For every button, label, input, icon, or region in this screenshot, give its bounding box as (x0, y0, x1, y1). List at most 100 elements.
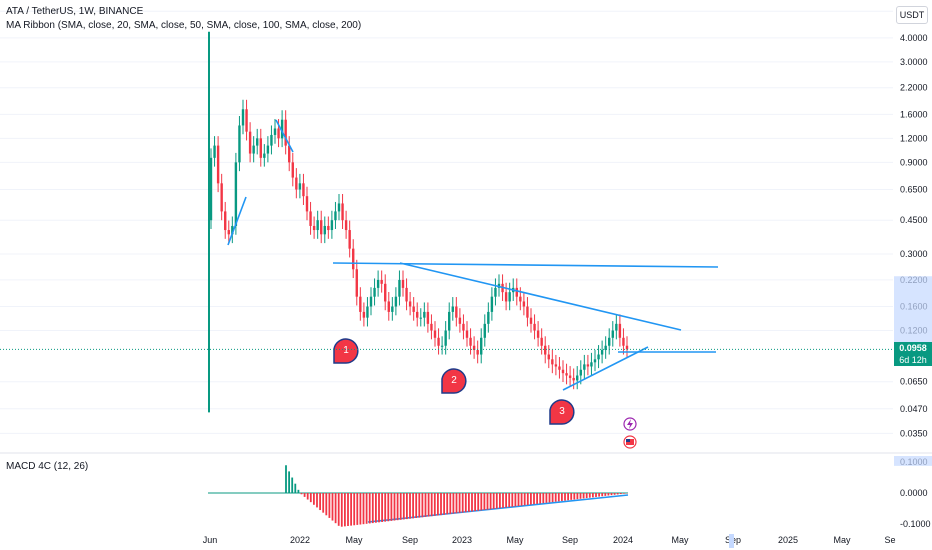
macd-bar (412, 493, 414, 519)
time-tick-label: 2022 (290, 535, 310, 545)
candle-body (270, 134, 273, 146)
time-axis[interactable]: Jun2022MaySep2023MaySep2024MaySep2025May… (203, 535, 896, 545)
macd-bar (344, 493, 346, 527)
macd-bar (464, 493, 467, 513)
macd-bar (499, 493, 501, 509)
macd-bar (381, 493, 383, 522)
trendlines[interactable] (227, 119, 719, 523)
price-tick-label: 0.0350 (900, 428, 928, 438)
candle-body (238, 125, 241, 163)
macd-bar (483, 493, 486, 511)
wave-number: 3 (559, 406, 565, 417)
flag-canton (626, 439, 630, 442)
candle-body (398, 279, 401, 297)
macd-bar (347, 493, 349, 526)
macd-bar (561, 493, 563, 501)
price-tick-label: 0.0470 (900, 404, 928, 414)
candle-body (480, 337, 483, 355)
trendline (562, 346, 649, 391)
macd-bar (523, 493, 526, 506)
candle-body (352, 248, 355, 270)
macd-tick-label: -0.1000 (900, 519, 931, 529)
candle-body (348, 230, 351, 249)
candle-body (476, 350, 479, 355)
candle-body (625, 345, 629, 350)
wave-bubbles: 1 2 3 (333, 338, 575, 425)
time-tick-label: Jun (203, 535, 218, 545)
macd-bar (468, 493, 470, 512)
candle-body (533, 323, 536, 331)
macd-bar (585, 493, 588, 499)
candle-body (323, 225, 326, 235)
candle-body (536, 330, 540, 338)
candle-body (330, 220, 334, 231)
macd-bar (610, 493, 613, 496)
macd-bar (319, 493, 321, 511)
candle-body (618, 323, 622, 338)
macd-bar (362, 493, 365, 525)
candle-body (373, 287, 376, 297)
candle-body (369, 296, 373, 307)
macd-legend[interactable]: MACD 4C (12, 26) (6, 461, 89, 472)
candle-body (451, 306, 454, 312)
candle-body (405, 287, 408, 302)
time-tick-label: Se (884, 535, 895, 545)
candle-body (341, 203, 344, 221)
candle-body (472, 345, 476, 351)
candle-body (227, 230, 230, 235)
macd-bar (313, 493, 315, 505)
candle-body (366, 306, 369, 318)
candle-body (608, 337, 611, 346)
candle-body (245, 109, 248, 132)
candle-body (583, 364, 586, 370)
candle-body (462, 323, 465, 331)
macd-bar (334, 493, 337, 524)
trendline (399, 262, 682, 331)
candle-body (519, 296, 522, 302)
macd-bar (545, 493, 548, 503)
candle-body (483, 323, 486, 338)
macd-bar (340, 493, 343, 527)
currency-button[interactable]: USDT (896, 6, 928, 24)
candle-body (622, 337, 625, 346)
macd-bar (573, 493, 576, 500)
macd-bar (461, 493, 464, 513)
macd-bar (489, 493, 492, 510)
macd-bar (548, 493, 551, 503)
candle-body (298, 183, 302, 190)
macd-bar (533, 493, 535, 505)
candle-body (316, 220, 319, 231)
candle-body (334, 211, 337, 221)
candle-body (234, 162, 238, 226)
macd-bar (517, 493, 520, 507)
macd-bar (508, 493, 511, 508)
macd-bar (421, 493, 424, 518)
candle-body (408, 301, 412, 307)
chart-title[interactable]: ATA / TetherUS, 1W, BINANCE (6, 6, 144, 17)
macd-bar (409, 493, 411, 519)
macd-bar (325, 493, 328, 516)
time-tick-label: 2024 (613, 535, 633, 545)
price-tick-label: 3.0000 (900, 57, 928, 67)
price-axis[interactable]: 5.50004.00003.00002.20001.60001.20000.90… (900, 6, 928, 438)
macd-bar (306, 493, 309, 500)
macd-bar (530, 493, 532, 505)
us-flag-event-icon (623, 435, 637, 449)
wave-number: 1 (343, 345, 349, 356)
candle-body (593, 359, 597, 363)
macd-bar (399, 493, 402, 520)
price-tick-label: 0.6500 (900, 185, 928, 195)
macd-bar (613, 493, 616, 495)
macd-bar (406, 493, 408, 520)
candle-body (391, 306, 394, 312)
candle-body (554, 364, 558, 367)
macd-bar (623, 493, 625, 494)
macd-bar (471, 493, 473, 512)
macd-bar (449, 493, 452, 515)
price-tick-label: 1.2000 (900, 133, 928, 143)
ma-ribbon-legend[interactable]: MA Ribbon (SMA, close, 20, SMA, close, 5… (6, 20, 362, 31)
macd-bar (356, 493, 359, 525)
candle-body (213, 145, 216, 158)
trendline (275, 119, 294, 153)
macd-bar (424, 493, 427, 517)
